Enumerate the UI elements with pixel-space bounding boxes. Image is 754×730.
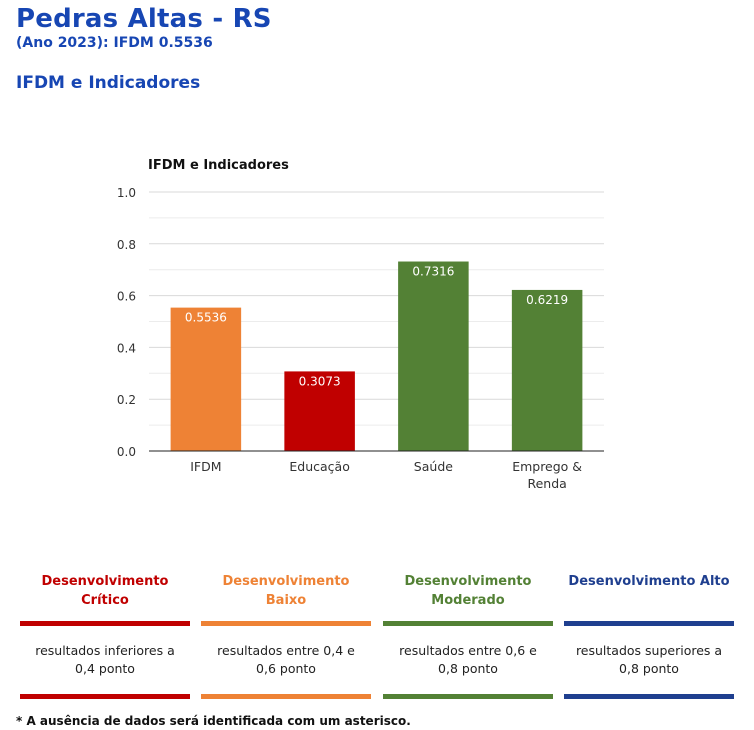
legend-moderado-description: resultados entre 0,6 e 0,8 ponto — [399, 643, 537, 676]
page-subtitle: (Ano 2023): IFDM 0.5536 — [16, 35, 213, 51]
bar-3 — [398, 261, 469, 451]
bar-value-label: 0.7316 — [412, 265, 454, 279]
legend-baixo-description: resultados entre 0,4 e 0,6 ponto — [217, 643, 355, 676]
legend-baixo-bar-top — [201, 621, 371, 626]
y-tick-label: 0.2 — [117, 393, 136, 407]
x-tick-label: Educação — [289, 459, 349, 474]
legend-critico: Desenvolvimento Crítico resultados infer… — [20, 572, 190, 699]
legend-critico-bar-top — [20, 621, 190, 626]
x-tick-label: Saúde — [414, 459, 453, 474]
footnote: * A ausência de dados será identificada … — [16, 714, 411, 728]
legend-alto-description: resultados superiores a 0,8 ponto — [575, 643, 723, 676]
y-tick-label: 0.4 — [117, 341, 136, 355]
legend-moderado-bar-bottom — [383, 694, 553, 699]
legend-moderado: Desenvolvimento Moderado resultados entr… — [383, 572, 553, 699]
bar-2 — [284, 371, 355, 451]
axis-layer: 0.0 0.2 0.4 0.6 0.8 1.0 IFDM Educação Saúde Empre… — [117, 186, 604, 491]
legend-alto-bar-bottom — [564, 694, 734, 699]
bar-value-label: 0.6219 — [526, 293, 568, 307]
y-tick-label: 1.0 — [117, 186, 136, 200]
legend-alto-title: Desenvolvimento Alto — [568, 574, 730, 589]
y-tick-label: 0.0 — [117, 445, 136, 459]
legend-baixo-title: Desenvolvimento Baixo — [222, 574, 350, 608]
x-tick-label: IFDM — [190, 459, 221, 474]
y-tick-label: 0.8 — [117, 238, 136, 252]
page-title: Pedras Altas - RS — [16, 4, 272, 34]
legend-moderado-title: Desenvolvimento Moderado — [404, 574, 532, 608]
legend-alto: Desenvolvimento Alto resultados superior… — [564, 572, 734, 699]
legend-baixo: Desenvolvimento Baixo resultados entre 0… — [201, 572, 371, 699]
section-title: IFDM e Indicadores — [16, 73, 201, 93]
bar-value-label: 0.5536 — [185, 311, 227, 325]
bar-4 — [511, 289, 583, 451]
bar-value-label: 0.3073 — [299, 374, 341, 388]
y-tick-label: 0.6 — [117, 290, 136, 304]
legend-critico-description: resultados inferiores a 0,4 ponto — [35, 643, 175, 676]
legend-baixo-bar-bottom — [201, 694, 371, 699]
x-tick-label: Emprego & — [512, 459, 582, 474]
bar-chart: IFDM e Indicadores 0.5536 0.3073 0.7316 0.6… — [117, 158, 604, 491]
legend-alto-bar-top — [564, 621, 734, 626]
x-tick-label: Renda — [527, 476, 566, 491]
bars-layer: 0.5536 0.3073 0.7316 0.6219 — [170, 261, 583, 451]
legend-critico-title: Desenvolvimento Crítico — [41, 574, 169, 608]
chart-title: IFDM e Indicadores — [148, 158, 289, 173]
bar-1 — [170, 307, 242, 451]
legend-critico-bar-bottom — [20, 694, 190, 699]
legend-moderado-bar-top — [383, 621, 553, 626]
